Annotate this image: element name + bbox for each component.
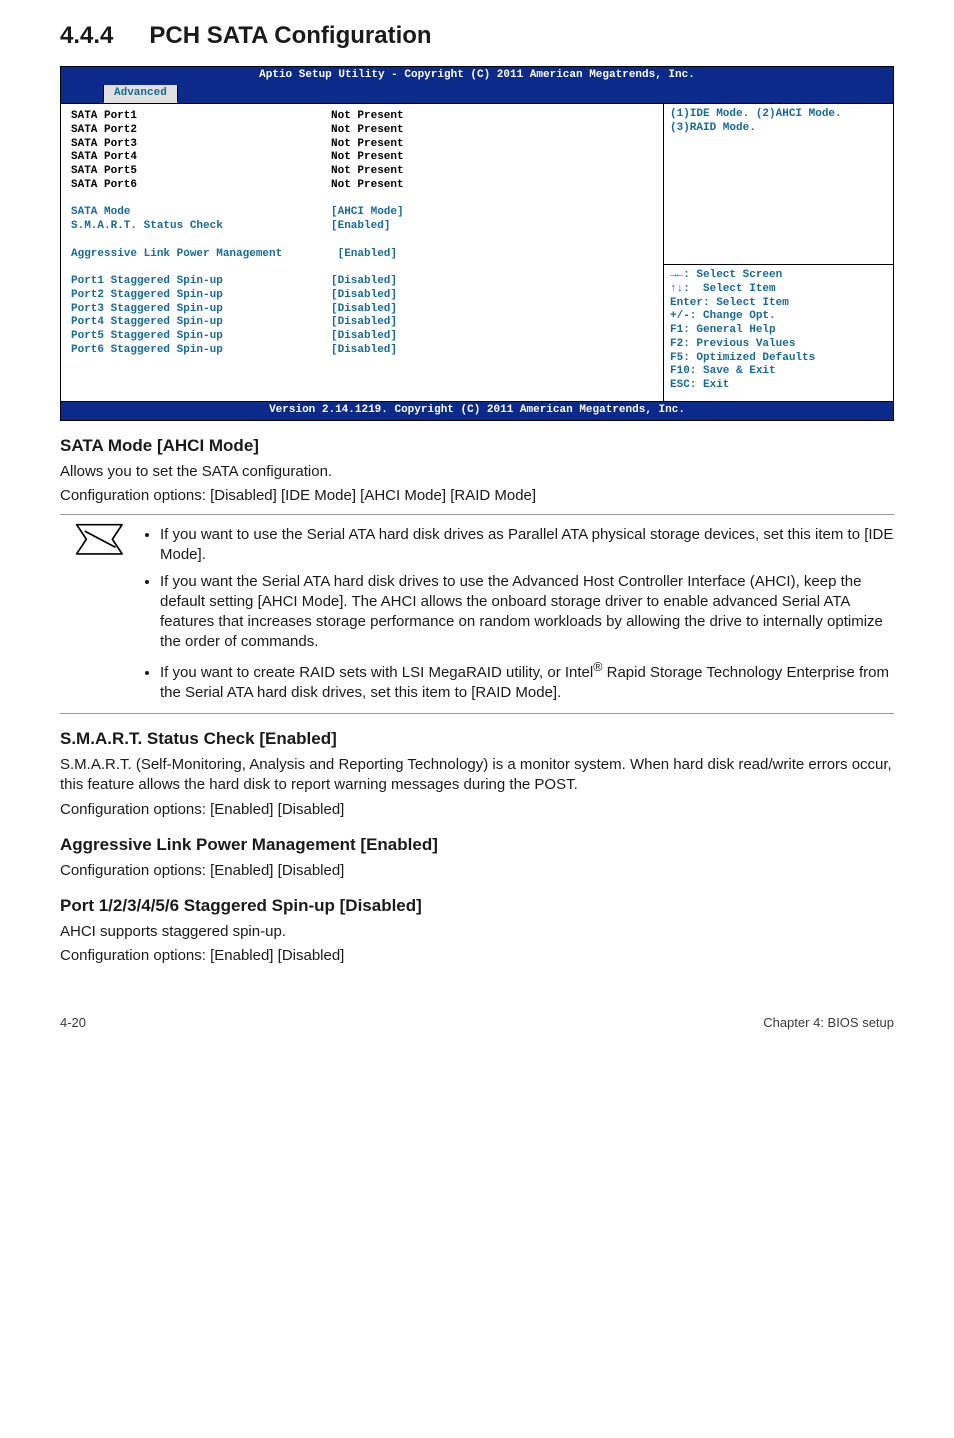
bios-key-line: F5: Optimized Defaults: [670, 352, 887, 366]
bios-key-line: ESC: Exit: [670, 379, 887, 393]
bios-row-label: Aggressive Link Power Management: [71, 248, 331, 262]
bios-row-label: SATA Port6: [71, 179, 331, 193]
bios-row[interactable]: Port6 Staggered Spin-up[Disabled]: [71, 344, 653, 358]
agg-title: Aggressive Link Power Management [Enable…: [60, 834, 894, 857]
bios-tab-advanced[interactable]: Advanced: [103, 85, 178, 103]
bios-row-label: SATA Port2: [71, 124, 331, 138]
bios-row-label: Port6 Staggered Spin-up: [71, 344, 331, 358]
bios-key-line: →←: Select Screen: [670, 269, 887, 283]
bios-row-label: Port3 Staggered Spin-up: [71, 303, 331, 317]
bios-key-line: ↑↓: Select Item: [670, 283, 887, 297]
chapter-label: Chapter 4: BIOS setup: [763, 1014, 894, 1032]
bios-row: SATA Port2Not Present: [71, 124, 653, 138]
bios-row-label: Port1 Staggered Spin-up: [71, 275, 331, 289]
bios-row-value: Not Present: [331, 165, 653, 179]
smart-options: Configuration options: [Enabled] [Disabl…: [60, 800, 894, 820]
bios-key-line: F10: Save & Exit: [670, 365, 887, 379]
bios-row[interactable]: Port5 Staggered Spin-up[Disabled]: [71, 330, 653, 344]
bios-key-help: →←: Select Screen↑↓: Select ItemEnter: S…: [664, 264, 893, 401]
note-icon: [60, 519, 142, 556]
note-item: If you want to use the Serial ATA hard d…: [160, 525, 894, 566]
bios-row[interactable]: S.M.A.R.T. Status Check[Enabled]: [71, 220, 653, 234]
bios-row-value: [Disabled]: [331, 344, 653, 358]
bios-row-value: Not Present: [331, 138, 653, 152]
section-title: PCH SATA Configuration: [149, 22, 431, 49]
note-item: If you want to create RAID sets with LSI…: [160, 659, 894, 704]
sata-mode-title: SATA Mode [AHCI Mode]: [60, 435, 894, 458]
bios-row-label: Port2 Staggered Spin-up: [71, 289, 331, 303]
bios-row-label: SATA Port4: [71, 151, 331, 165]
bios-row-value: [AHCI Mode]: [331, 206, 653, 220]
agg-options: Configuration options: [Enabled] [Disabl…: [60, 861, 894, 881]
bios-row: SATA Port5Not Present: [71, 165, 653, 179]
smart-title: S.M.A.R.T. Status Check [Enabled]: [60, 728, 894, 751]
bios-row[interactable]: Port2 Staggered Spin-up[Disabled]: [71, 289, 653, 303]
bios-row-label: SATA Port5: [71, 165, 331, 179]
bios-row[interactable]: Port4 Staggered Spin-up[Disabled]: [71, 316, 653, 330]
bios-row-label: Port4 Staggered Spin-up: [71, 316, 331, 330]
note-box: If you want to use the Serial ATA hard d…: [60, 514, 894, 714]
bios-row[interactable]: Aggressive Link Power Management [Enable…: [71, 248, 653, 262]
bios-row: SATA Port3Not Present: [71, 138, 653, 152]
bios-row-value: Not Present: [331, 110, 653, 124]
smart-desc: S.M.A.R.T. (Self-Monitoring, Analysis an…: [60, 755, 894, 796]
bios-row-label: SATA Port3: [71, 138, 331, 152]
bios-row-value: Not Present: [331, 124, 653, 138]
bios-key-line: +/-: Change Opt.: [670, 310, 887, 324]
bios-key-line: F1: General Help: [670, 324, 887, 338]
bios-row-value: [Enabled]: [331, 220, 653, 234]
bios-row[interactable]: SATA Mode[AHCI Mode]: [71, 206, 653, 220]
bios-window: Aptio Setup Utility - Copyright (C) 2011…: [60, 66, 894, 420]
bios-row-value: Not Present: [331, 151, 653, 165]
section-number: 4.4.4: [60, 20, 113, 52]
bios-row-value: [Disabled]: [331, 330, 653, 344]
bios-row-label: Port5 Staggered Spin-up: [71, 330, 331, 344]
bios-hint-line: (1)IDE Mode. (2)AHCI Mode.: [670, 108, 887, 122]
bios-key-line: Enter: Select Item: [670, 297, 887, 311]
bios-side-panel: (1)IDE Mode. (2)AHCI Mode. (3)RAID Mode.…: [663, 104, 893, 401]
bios-row: SATA Port1Not Present: [71, 110, 653, 124]
bios-row-value: Not Present: [331, 179, 653, 193]
sata-mode-options: Configuration options: [Disabled] [IDE M…: [60, 486, 894, 506]
page-number: 4-20: [60, 1014, 86, 1032]
stag-options: Configuration options: [Enabled] [Disabl…: [60, 946, 894, 966]
section-heading: 4.4.4 PCH SATA Configuration: [60, 20, 894, 52]
bios-tab-row: Advanced: [61, 85, 893, 103]
bios-row-value: [Disabled]: [331, 289, 653, 303]
bios-row[interactable]: Port1 Staggered Spin-up[Disabled]: [71, 275, 653, 289]
bios-row-value: [Disabled]: [331, 316, 653, 330]
bios-row-label: SATA Mode: [71, 206, 331, 220]
bios-row-label: SATA Port1: [71, 110, 331, 124]
bios-hint-line: (3)RAID Mode.: [670, 122, 887, 136]
bios-title-bar: Aptio Setup Utility - Copyright (C) 2011…: [61, 67, 893, 85]
sata-mode-desc: Allows you to set the SATA configuration…: [60, 462, 894, 482]
bios-row-value: [Enabled]: [331, 248, 397, 262]
page-footer: 4-20 Chapter 4: BIOS setup: [60, 1014, 894, 1032]
bios-row[interactable]: Port3 Staggered Spin-up[Disabled]: [71, 303, 653, 317]
bios-version-bar: Version 2.14.1219. Copyright (C) 2011 Am…: [61, 401, 893, 420]
bios-row: SATA Port4Not Present: [71, 151, 653, 165]
stag-desc: AHCI supports staggered spin-up.: [60, 922, 894, 942]
bios-main-panel: SATA Port1Not PresentSATA Port2Not Prese…: [61, 104, 663, 401]
note-list: If you want to use the Serial ATA hard d…: [142, 519, 894, 709]
note-item: If you want the Serial ATA hard disk dri…: [160, 572, 894, 653]
bios-row-label: S.M.A.R.T. Status Check: [71, 220, 331, 234]
bios-hint: (1)IDE Mode. (2)AHCI Mode. (3)RAID Mode.: [664, 104, 893, 264]
bios-row-value: [Disabled]: [331, 303, 653, 317]
bios-row: SATA Port6Not Present: [71, 179, 653, 193]
bios-row-value: [Disabled]: [331, 275, 653, 289]
bios-key-line: F2: Previous Values: [670, 338, 887, 352]
stag-title: Port 1/2/3/4/5/6 Staggered Spin-up [Disa…: [60, 895, 894, 918]
